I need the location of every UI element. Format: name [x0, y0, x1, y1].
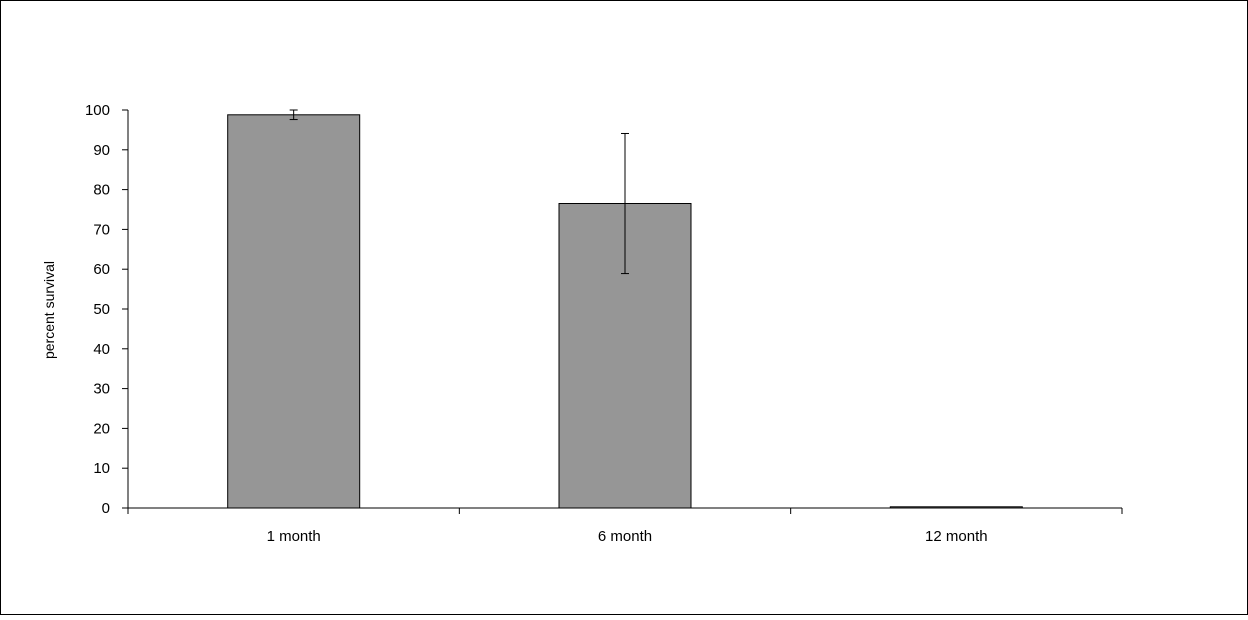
y-tick-label: 10 [93, 460, 110, 477]
y-tick-label: 90 [93, 142, 110, 159]
x-tick-label: 6 month [598, 528, 652, 545]
y-tick-label: 100 [85, 102, 110, 119]
y-tick-label: 20 [93, 420, 110, 437]
bar [227, 114, 361, 509]
y-tick-label: 70 [93, 221, 110, 238]
x-tick-label: 1 month [267, 528, 321, 545]
error-bars-layer [289, 109, 629, 275]
labels-layer: 0 10 20 30 40 50 60 70 80 90 100 1 month 6 month 12 m… [85, 102, 988, 545]
axes-layer [122, 109, 1123, 514]
y-tick-label: 40 [93, 341, 110, 358]
y-axis-title: percent survival [41, 261, 57, 359]
y-tick-label: 60 [93, 261, 110, 278]
y-tick-label: 0 [102, 500, 110, 517]
y-tick-label: 80 [93, 182, 110, 199]
x-tick-label: 12 month [925, 528, 988, 545]
y-tick-label: 30 [93, 381, 110, 398]
y-tick-label: 50 [93, 301, 110, 318]
